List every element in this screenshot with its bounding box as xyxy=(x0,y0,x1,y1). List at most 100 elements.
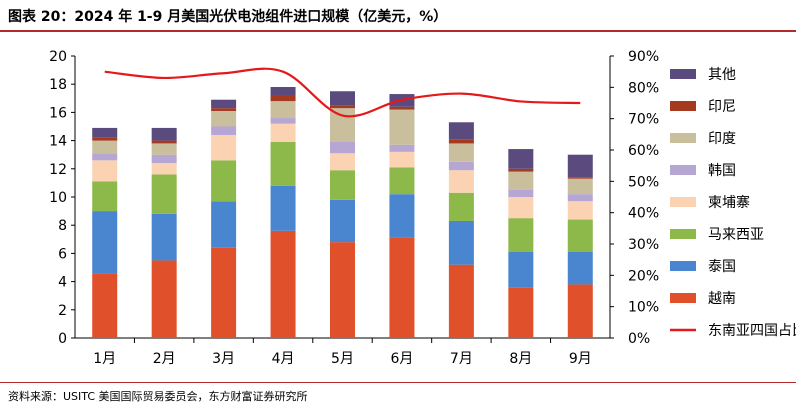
bar-segment xyxy=(211,111,236,127)
bar-segment xyxy=(271,231,296,338)
y-tick-label: 16 xyxy=(49,105,67,121)
y-tick-label: 18 xyxy=(49,77,67,93)
bar-segment xyxy=(568,284,593,338)
bar-segment xyxy=(271,186,296,231)
legend-swatch xyxy=(670,261,696,271)
bar-segment xyxy=(152,141,177,144)
legend-label: 越南 xyxy=(708,291,736,307)
y-tick-label: 0 xyxy=(58,331,67,347)
bar-segment xyxy=(449,139,474,143)
bar-segment xyxy=(508,287,533,338)
bar-segment xyxy=(389,145,414,152)
bar-segment xyxy=(330,108,355,142)
bar-segment xyxy=(568,252,593,284)
bar-segment xyxy=(330,242,355,338)
x-tick-label: 6月 xyxy=(390,351,413,367)
legend-label: 东南亚四国占比 xyxy=(708,323,796,339)
y-tick-label: 6 xyxy=(58,246,67,262)
bar-segment xyxy=(330,91,355,105)
y-tick-label: 8 xyxy=(58,218,67,234)
x-tick-label: 2月 xyxy=(153,351,176,367)
legend-swatch xyxy=(670,133,696,143)
bar-segment xyxy=(389,110,414,145)
bar-segment xyxy=(330,200,355,242)
x-tick-label: 8月 xyxy=(509,351,532,367)
x-tick-label: 4月 xyxy=(272,351,295,367)
legend-label: 韩国 xyxy=(708,163,736,179)
bar-segment xyxy=(92,138,117,141)
y-tick-label: 10 xyxy=(49,190,67,206)
bar-segment xyxy=(92,160,117,181)
bar-segment xyxy=(568,177,593,178)
bar-segment xyxy=(271,95,296,101)
bar-segment xyxy=(389,238,414,338)
x-tick-label: 7月 xyxy=(450,351,473,367)
bar-segment xyxy=(508,197,533,218)
y-tick-label: 2 xyxy=(58,303,67,319)
bar-segment xyxy=(449,143,474,161)
legend-swatch xyxy=(670,165,696,175)
bar-segment xyxy=(568,155,593,178)
bar-segment xyxy=(568,201,593,219)
bar-segment xyxy=(271,124,296,142)
y2-tick-label: 20% xyxy=(628,268,659,284)
source-rule xyxy=(0,382,796,383)
bar-segment xyxy=(389,167,414,194)
bar-segment xyxy=(508,218,533,252)
figure-source: 资料来源：USITC 美国国际贸易委员会，东方财富证券研究所 xyxy=(8,388,308,404)
bar-segment xyxy=(508,252,533,287)
bar-segment xyxy=(330,153,355,170)
legend-swatch xyxy=(670,69,696,79)
bar-segment xyxy=(389,152,414,168)
bar-segment xyxy=(211,248,236,338)
chart: 0 2 4 6 8 10 12 14 16 18 20 0% 10% 20% 30% 40% 50% 60% 70%… xyxy=(0,0,796,380)
legend-swatch xyxy=(670,293,696,303)
bar-segment xyxy=(568,179,593,195)
bar-segment xyxy=(152,174,177,213)
bar-segment xyxy=(271,118,296,124)
bar-segment xyxy=(211,135,236,160)
bar-segment xyxy=(92,211,117,273)
x-tick-label: 5月 xyxy=(331,351,354,367)
bar-segment xyxy=(152,143,177,154)
bar-segment xyxy=(152,155,177,163)
bar-segment xyxy=(508,190,533,197)
legend-swatch xyxy=(670,101,696,111)
bar-segment xyxy=(211,160,236,201)
x-tick-label: 9月 xyxy=(569,351,592,367)
bar-segment xyxy=(449,193,474,221)
bar-segment xyxy=(568,194,593,201)
bar-segment xyxy=(211,127,236,135)
legend-label: 印尼 xyxy=(708,99,736,115)
bar-segment xyxy=(271,142,296,186)
bar-segment xyxy=(449,265,474,338)
y2-tick-label: 30% xyxy=(628,237,659,253)
y-tick-label: 14 xyxy=(49,134,67,150)
y2-tick-label: 80% xyxy=(628,80,659,96)
y-tick-label: 4 xyxy=(58,275,67,291)
legend-label: 印度 xyxy=(708,131,736,147)
y2-tick-label: 0% xyxy=(628,331,650,347)
legend-label: 泰国 xyxy=(708,259,736,275)
bar-segment xyxy=(152,214,177,261)
bar-segment xyxy=(508,169,533,172)
bar-segment xyxy=(152,128,177,141)
bar-segment xyxy=(508,149,533,169)
y2-tick-label: 70% xyxy=(628,112,659,128)
bar-segment xyxy=(152,260,177,338)
y2-tick-label: 60% xyxy=(628,143,659,159)
bar-segment xyxy=(330,142,355,153)
y2-tick-label: 40% xyxy=(628,206,659,222)
bar-segment xyxy=(449,162,474,170)
bar-segment xyxy=(508,172,533,190)
y-tick-label: 12 xyxy=(49,162,67,178)
bar-segment xyxy=(449,221,474,265)
bar-segment xyxy=(389,107,414,110)
bar-segment xyxy=(389,194,414,238)
legend-label: 其他 xyxy=(708,67,736,83)
y2-tick-label: 10% xyxy=(628,300,659,316)
bar-segment xyxy=(92,273,117,338)
legend-swatch xyxy=(670,229,696,239)
bar-segment xyxy=(211,100,236,108)
legend-label: 柬埔寨 xyxy=(708,194,750,211)
